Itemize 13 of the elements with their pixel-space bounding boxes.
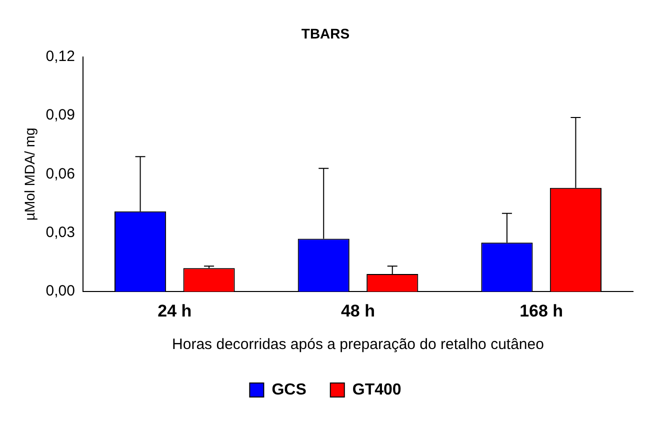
x-tick-label: 48 h (340, 301, 376, 320)
x-axis-title: Horas decorridas após a preparação do retalho cutâneo (172, 336, 544, 354)
legend-label: GT400 (352, 381, 402, 398)
x-tick-label: 168 h (520, 301, 564, 320)
x-tick-label: 24 h (158, 301, 192, 320)
chart-title: TBARS (301, 25, 350, 42)
y-tick-label: 0,12 (46, 48, 75, 65)
y-tick-label: 0,09 (46, 106, 75, 124)
y-axis-title: µMol MDA/ mg (21, 128, 38, 221)
y-tick-label: 0,06 (46, 165, 75, 182)
y-tick-label: 0,03 (46, 224, 75, 242)
legend-label: GCS (272, 381, 307, 398)
y-tick-label: 0,00 (46, 282, 75, 300)
